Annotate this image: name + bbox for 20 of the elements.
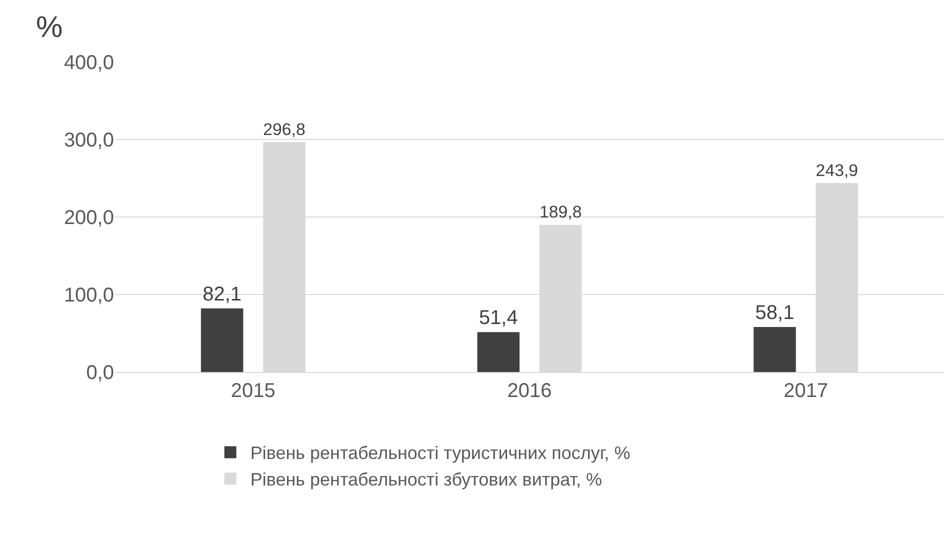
data-label: 189,8	[539, 202, 582, 222]
legend-label: Рівень рентабельності збутових витрат, %	[250, 470, 602, 490]
data-label: 58,1	[755, 302, 794, 324]
y-tick-label: 300,0	[64, 130, 114, 152]
y-tick-label: 0,0	[86, 362, 114, 384]
bar	[754, 326, 796, 372]
x-tick-label: 2015	[230, 380, 276, 402]
x-tick-label: 2016	[507, 380, 552, 402]
bar	[477, 332, 520, 372]
bar	[200, 308, 244, 372]
x-tick-label: 2017	[784, 380, 828, 402]
y-tick-label: 200,0	[64, 207, 114, 229]
y-tick-label: 400,0	[64, 52, 114, 74]
y-tick-label: 100,0	[64, 284, 114, 306]
data-label: 82,1	[202, 283, 242, 306]
y-axis-title: %	[36, 11, 63, 44]
data-label: 51,4	[478, 307, 518, 330]
data-label: 243,9	[816, 160, 858, 180]
legend-label: Рівень рентабельності туристичних послуг, %	[250, 443, 630, 464]
data-label: 296,8	[263, 120, 306, 139]
